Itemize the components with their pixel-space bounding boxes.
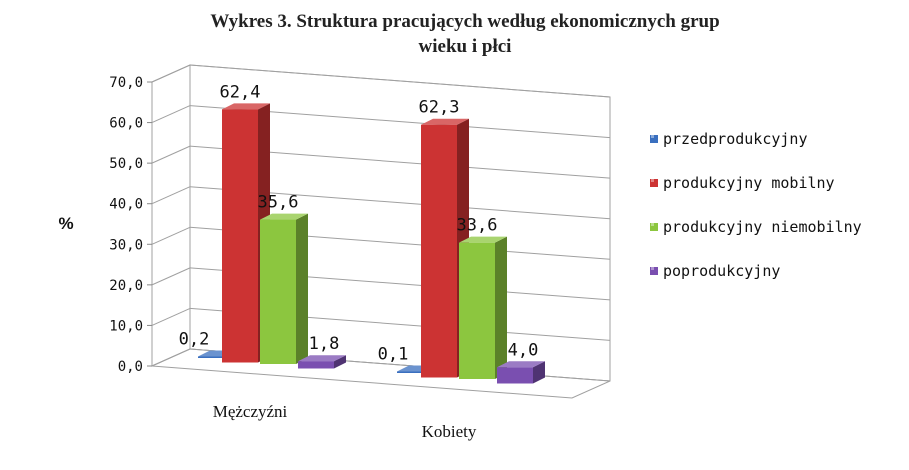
legend-swatch-highlight (651, 223, 654, 226)
bar (497, 361, 545, 384)
gridline-side (151, 307, 191, 326)
x-category-label: Mężczyźni (213, 402, 288, 421)
y-tick-label: 0,0 (118, 359, 143, 375)
x-category-label: Kobiety (422, 422, 477, 441)
bar-front (421, 124, 457, 378)
gridline-side (151, 145, 191, 164)
data-label: 35,6 (258, 193, 299, 213)
legend-swatch (650, 179, 658, 187)
legend-swatch (650, 223, 658, 231)
bar-front (298, 361, 334, 369)
bar-front (260, 219, 296, 364)
bar-side (495, 236, 507, 379)
bar-top (459, 236, 507, 243)
legend-item: poprodukcyjny (650, 262, 780, 280)
chart-title: Wykres 3. Struktura pracujących według e… (210, 11, 719, 57)
side-wall (151, 64, 191, 367)
y-tick-label: 30,0 (109, 237, 143, 253)
bar (459, 236, 507, 379)
y-tick-label: 20,0 (109, 278, 143, 294)
bar-front (198, 356, 234, 358)
data-label: 1,8 (309, 334, 340, 354)
bar-front (497, 367, 533, 384)
gridline-side (151, 348, 191, 367)
y-tick-label: 70,0 (109, 75, 143, 91)
bar-side (533, 361, 545, 384)
gridline-side (151, 226, 191, 245)
y-axis-ticks: 70,0 60,0 50,0 40,0 30,0 20,0 10,0 0,0 (109, 75, 152, 375)
legend-label: produkcyjny mobilny (663, 174, 835, 192)
legend-label: przedprodukcyjny (663, 130, 808, 148)
legend-swatch-highlight (651, 179, 654, 182)
gridline-side (151, 64, 191, 83)
gridline-side (151, 186, 191, 205)
legend-swatch (650, 267, 658, 275)
legend-swatch-highlight (651, 267, 654, 270)
legend-label: poprodukcyjny (663, 262, 780, 280)
y-tick-label: 50,0 (109, 156, 143, 172)
bar-front (459, 242, 495, 379)
data-label: 62,3 (419, 98, 460, 118)
y-tick-label: 10,0 (109, 318, 143, 334)
chart-title-line-1: Wykres 3. Struktura pracujących według e… (210, 11, 719, 32)
gridline-side (151, 267, 191, 286)
gridline-side (151, 105, 191, 124)
data-label: 4,0 (508, 340, 539, 360)
legend: przedprodukcyjny produkcyjny mobilny produ… (650, 130, 862, 280)
data-label: 0,2 (179, 330, 210, 350)
bar-top (260, 213, 308, 220)
y-tick-label: 40,0 (109, 197, 143, 213)
x-axis-categories: Mężczyźni Kobiety (213, 402, 477, 441)
bar-top (497, 361, 545, 368)
data-label: 33,6 (457, 216, 498, 236)
bar-front (222, 109, 258, 363)
data-label: 62,4 (220, 82, 261, 102)
y-axis-label: % (58, 214, 73, 233)
legend-swatch (650, 135, 658, 143)
data-label: 0,1 (378, 345, 409, 365)
bar (260, 213, 308, 364)
bar-top (421, 118, 469, 125)
bar (222, 103, 270, 363)
y-tick-label: 60,0 (109, 116, 143, 132)
data-labels: 0,2 62,4 35,6 1,8 0,1 62,3 33,6 4,0 (179, 82, 539, 364)
legend-item: przedprodukcyjny (650, 130, 808, 148)
chart-title-line-2: wieku i płci (419, 36, 512, 57)
bars (198, 103, 545, 384)
gridline (189, 64, 611, 98)
bar (421, 118, 469, 378)
bar-side (334, 355, 346, 369)
legend-swatch-highlight (651, 135, 654, 138)
legend-label: produkcyjny niemobilny (663, 218, 862, 236)
bar (298, 355, 346, 369)
bar-side (296, 213, 308, 364)
legend-item: produkcyjny niemobilny (650, 218, 862, 236)
legend-item: produkcyjny mobilny (650, 174, 835, 192)
bar-top (222, 103, 270, 110)
bar-top (298, 355, 346, 362)
bar-front (397, 371, 433, 373)
